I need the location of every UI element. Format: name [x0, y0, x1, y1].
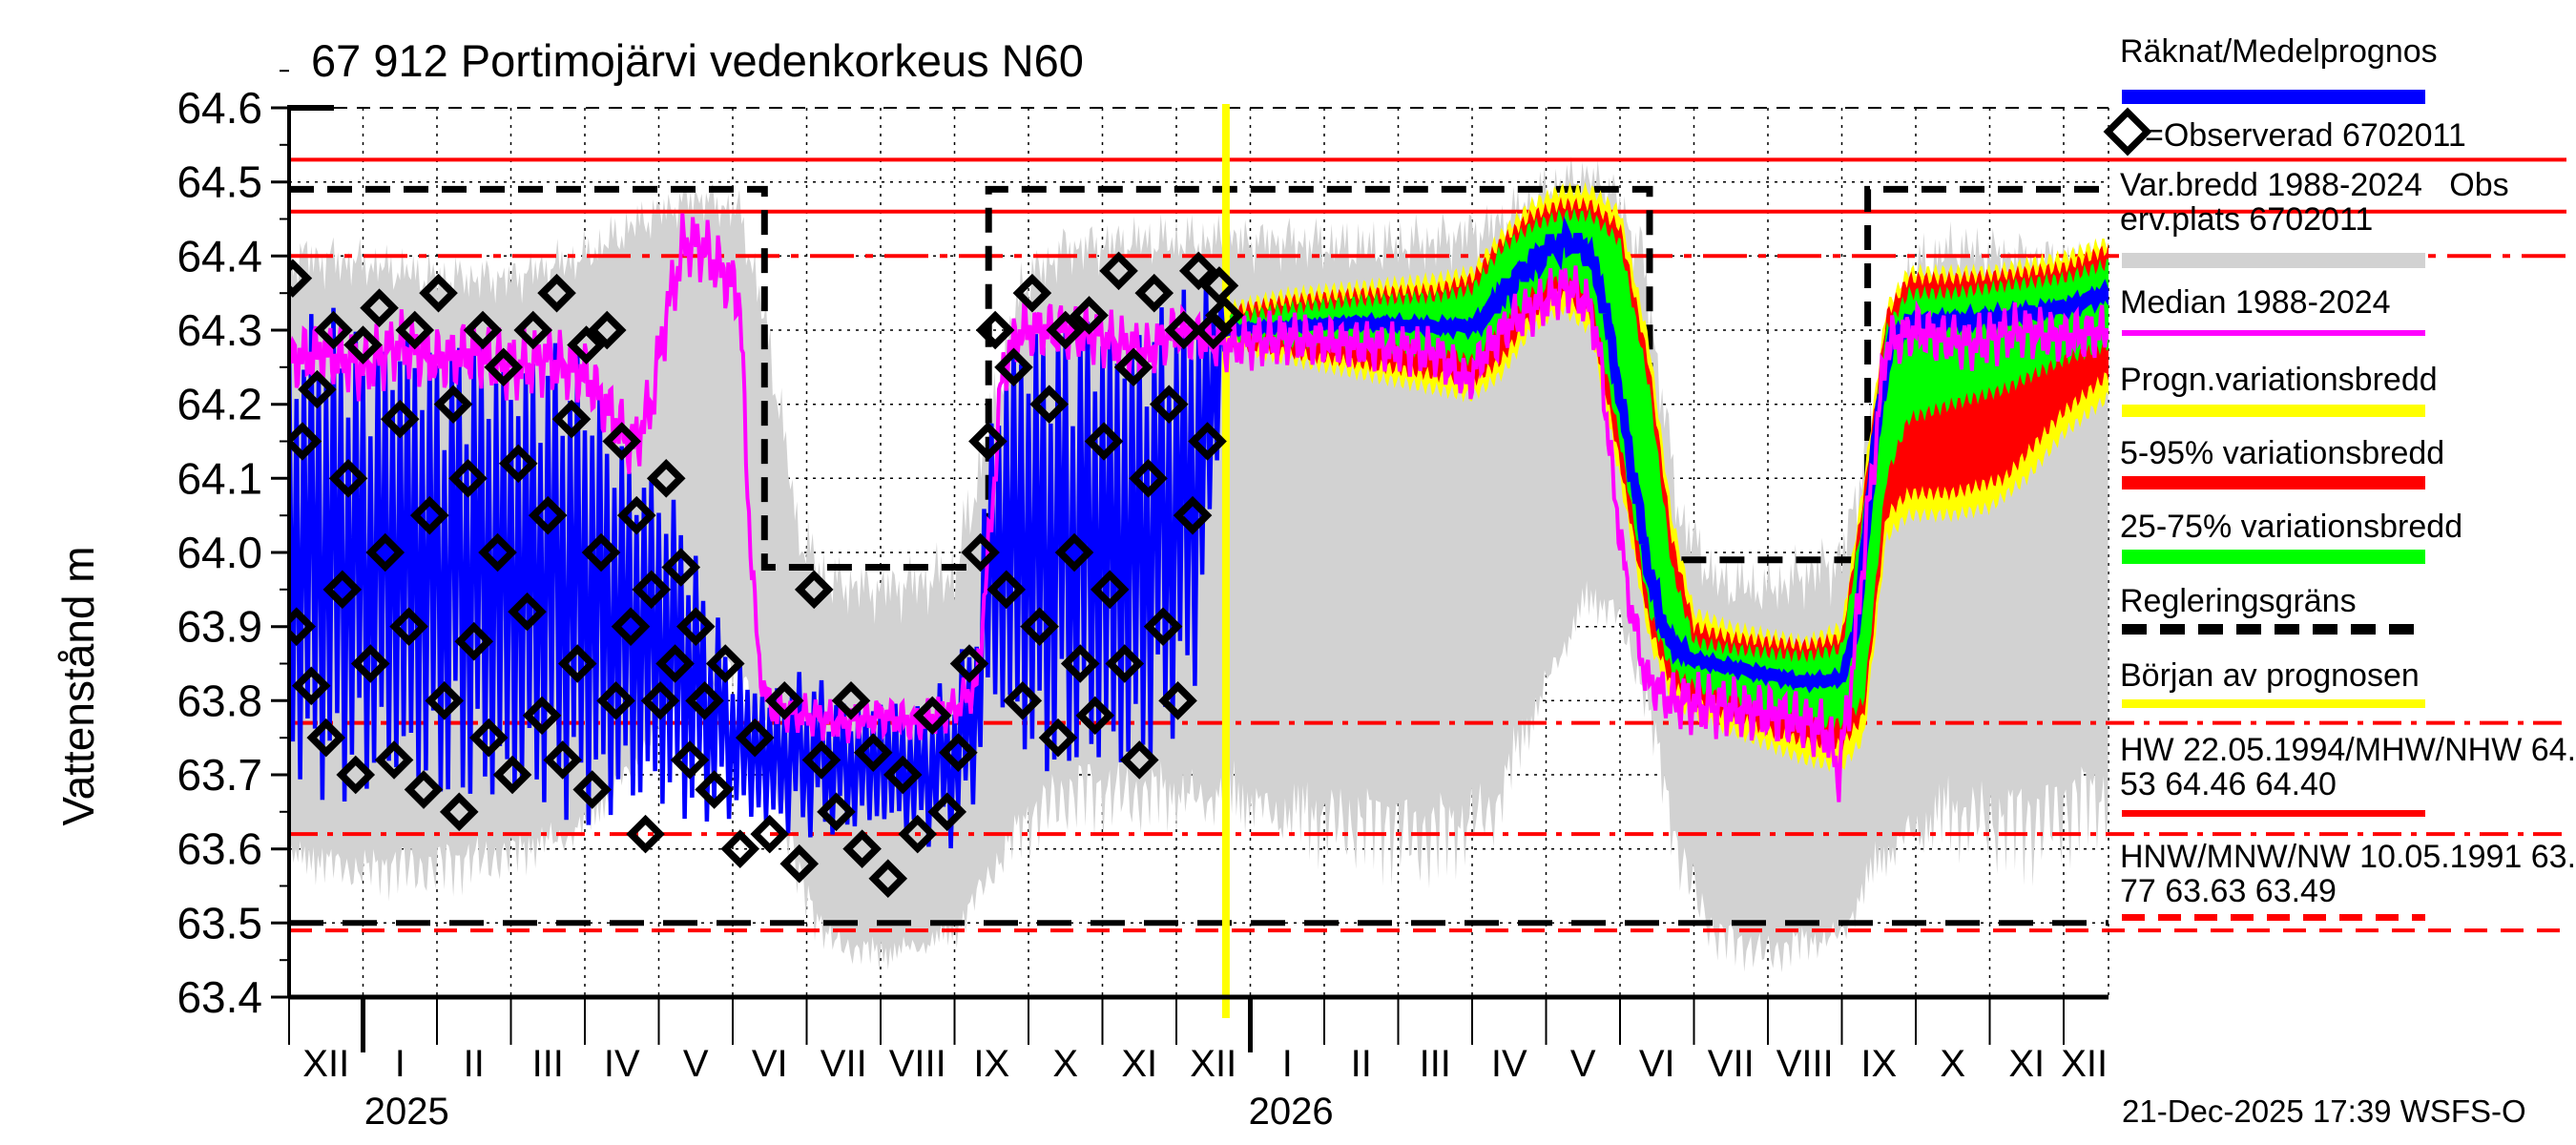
- regulation-limit-lines: [289, 185, 2109, 926]
- legend-item-regulation-limit: Regleringsgräns: [2120, 584, 2576, 635]
- black-dashed-swatch: [2122, 624, 2425, 635]
- svg-text:64.3: 64.3: [177, 305, 262, 355]
- svg-text:XII: XII: [302, 1043, 349, 1085]
- svg-text:VI: VI: [1639, 1043, 1675, 1085]
- red-line-swatch: [2122, 810, 2425, 817]
- svg-text:II: II: [464, 1043, 485, 1085]
- observation-markers: [289, 251, 1244, 899]
- svg-text:64.6: 64.6: [177, 83, 262, 133]
- gray-bar-swatch: [2122, 253, 2425, 268]
- timestamp-label: 21-Dec-2025 17:39 WSFS-O: [2122, 1093, 2526, 1129]
- legend-item-nw-levels: HNW/MNW/NW 10.05.1991 63. 77 63.63 63.49: [2120, 840, 2576, 921]
- legend-item-25-75: 25-75% variationsbredd: [2120, 510, 2576, 564]
- yellow-line-swatch: [2122, 699, 2425, 708]
- chart-title: 67 912 Portimojärvi vedenkorkeus N60: [311, 35, 1084, 86]
- svg-text:63.4: 63.4: [177, 972, 262, 1022]
- legend: Räknat/Medelprognos =Observerad 6702011 …: [2103, 0, 2576, 1050]
- svg-text:IV: IV: [604, 1043, 640, 1085]
- svg-text:XI: XI: [1121, 1043, 1157, 1085]
- svg-text:I: I: [395, 1043, 405, 1085]
- axes: [271, 70, 2109, 1052]
- legend-item-forecast-mean: Räknat/Medelprognos: [2120, 34, 2576, 104]
- svg-text:XII: XII: [2061, 1043, 2108, 1085]
- blue-bar-swatch: [2122, 90, 2425, 104]
- svg-text:IX: IX: [973, 1043, 1009, 1085]
- yellow-bar-swatch: [2122, 405, 2425, 417]
- svg-text:2025: 2025: [364, 1091, 449, 1133]
- svg-text:III: III: [532, 1043, 564, 1085]
- median-line: [289, 213, 2109, 802]
- svg-text:64.5: 64.5: [177, 157, 262, 207]
- svg-text:64.2: 64.2: [177, 380, 262, 429]
- svg-text:VIII: VIII: [889, 1043, 946, 1085]
- svg-text:VII: VII: [1708, 1043, 1755, 1085]
- svg-text:III: III: [1420, 1043, 1451, 1085]
- legend-item-forecast-start: Början av prognosen: [2120, 658, 2576, 708]
- axis-tick-labels: 64.6 64.5 64.4 64.3 64.2 64.1 64.0 63.9 63.8 63.7…: [177, 83, 2108, 1133]
- svg-text:XII: XII: [1190, 1043, 1236, 1085]
- y-axis-label: Vattenstånd m: [53, 546, 103, 826]
- svg-text:VII: VII: [821, 1043, 867, 1085]
- svg-text:IV: IV: [1491, 1043, 1527, 1085]
- legend-item-5-95: 5-95% variationsbredd: [2120, 436, 2576, 489]
- svg-text:63.8: 63.8: [177, 676, 262, 725]
- svg-text:IX: IX: [1860, 1043, 1897, 1085]
- svg-text:2026: 2026: [1249, 1091, 1334, 1133]
- svg-text:II: II: [1351, 1043, 1372, 1085]
- svg-text:64.4: 64.4: [177, 231, 262, 281]
- svg-text:64.1: 64.1: [177, 453, 262, 503]
- green-bar-swatch: [2122, 550, 2425, 564]
- svg-text:XI: XI: [2008, 1043, 2045, 1085]
- magenta-line-swatch: [2122, 330, 2425, 336]
- red-dashed-swatch: [2122, 914, 2425, 921]
- legend-item-forecast-variation: Progn.variationsbredd: [2120, 363, 2576, 417]
- svg-text:VI: VI: [752, 1043, 788, 1085]
- svg-text:63.7: 63.7: [177, 750, 262, 800]
- legend-item-hw-levels: HW 22.05.1994/MHW/NHW 64. 53 64.46 64.40: [2120, 733, 2576, 817]
- legend-item-observed: =Observerad 6702011: [2103, 107, 2576, 156]
- legend-item-variation-range: Var.bredd 1988-2024 Obs erv.plats 670201…: [2120, 168, 2576, 268]
- reference-lines: [289, 157, 2566, 933]
- svg-text:V: V: [1570, 1043, 1596, 1085]
- svg-text:64.0: 64.0: [177, 528, 262, 577]
- svg-text:X: X: [1940, 1043, 1965, 1085]
- svg-text:63.6: 63.6: [177, 824, 262, 874]
- svg-text:I: I: [1282, 1043, 1293, 1085]
- svg-text:63.9: 63.9: [177, 602, 262, 652]
- svg-text:63.5: 63.5: [177, 898, 262, 947]
- svg-text:X: X: [1052, 1043, 1078, 1085]
- svg-text:V: V: [683, 1043, 709, 1085]
- red-bar-swatch: [2122, 476, 2425, 489]
- svg-text:VIII: VIII: [1776, 1043, 1834, 1085]
- legend-item-median: Median 1988-2024: [2120, 285, 2576, 336]
